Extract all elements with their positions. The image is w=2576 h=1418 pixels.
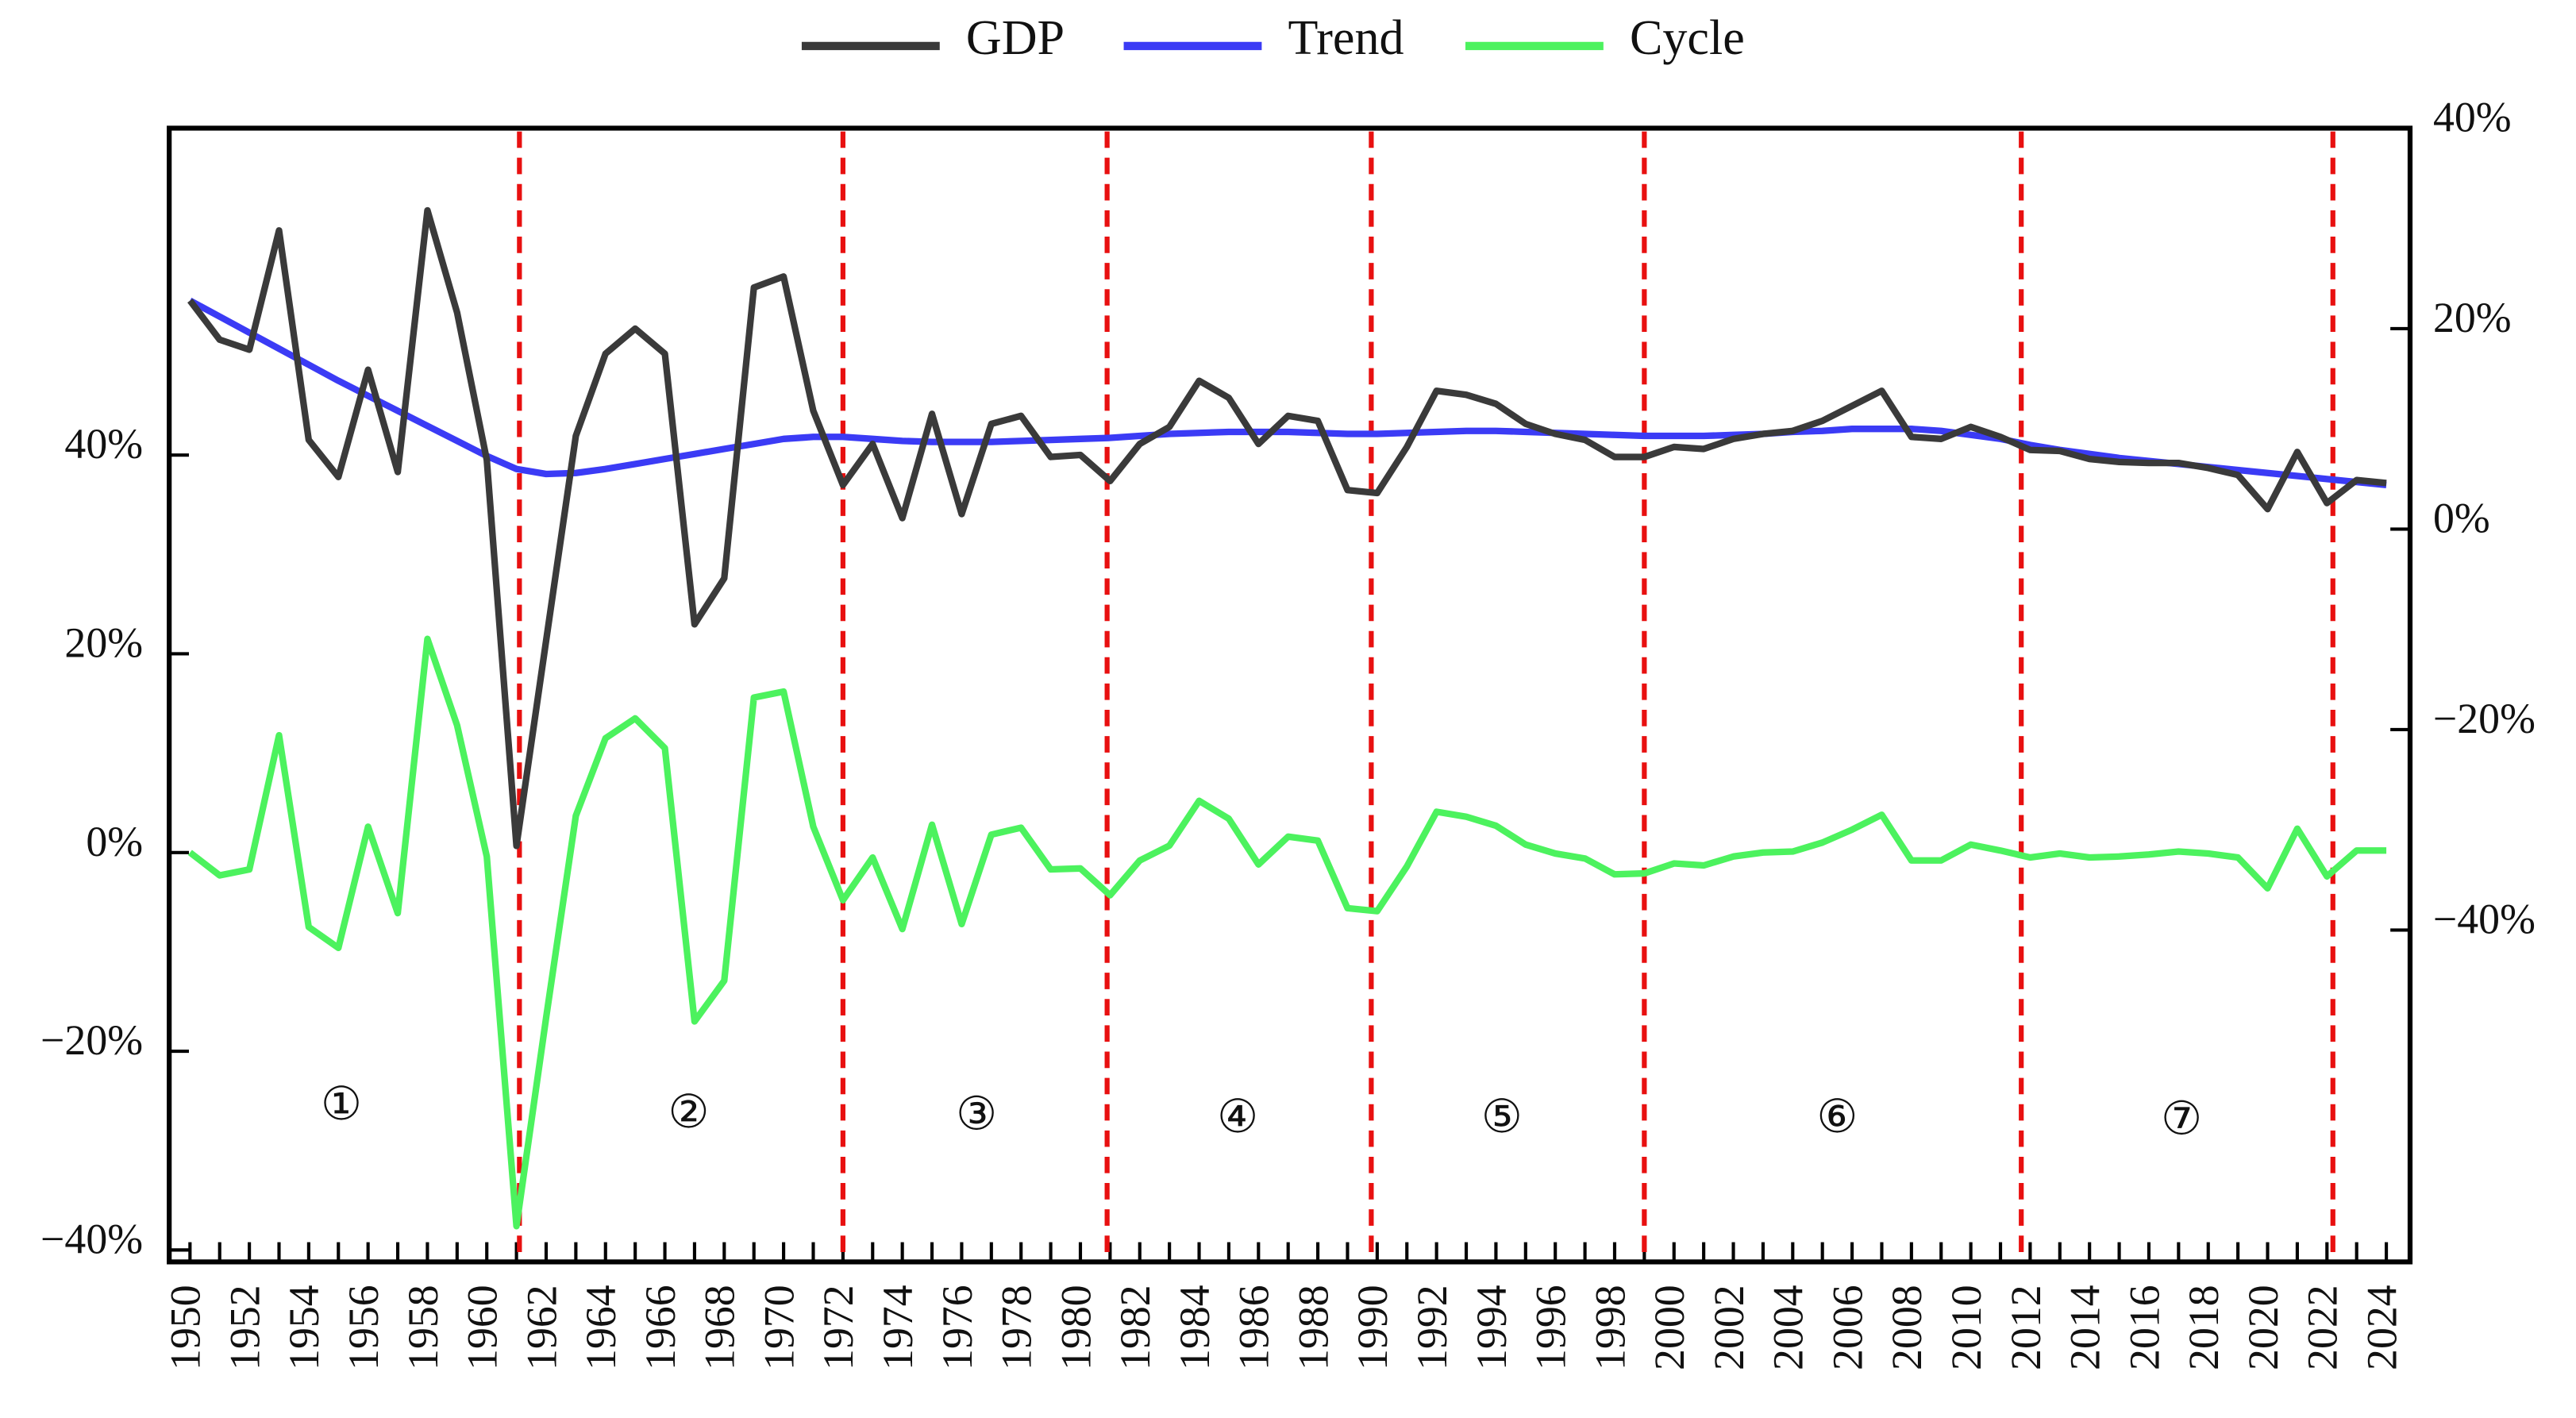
- x-tick-label: 2022: [2299, 1285, 2347, 1370]
- x-tick-label: 1980: [1052, 1285, 1099, 1370]
- x-tick-label: 2012: [2002, 1285, 2050, 1370]
- x-tick-label: 1986: [1230, 1285, 1278, 1370]
- x-tick-label: 2002: [1705, 1285, 1753, 1370]
- period-label: ⑦: [2161, 1093, 2202, 1145]
- x-tick-label: 1952: [221, 1285, 268, 1370]
- x-tick-label: 2024: [2358, 1285, 2405, 1370]
- x-tick-label: 1984: [1171, 1285, 1219, 1370]
- y2-tick-label: 0%: [2433, 495, 2490, 542]
- y-tick-label: 40%: [64, 420, 143, 468]
- x-tick-label: 1982: [1111, 1285, 1159, 1370]
- legend-label: Cycle: [1630, 11, 1745, 65]
- y2-tick-label: 40%: [2433, 93, 2512, 141]
- x-tick-label: 1954: [280, 1285, 328, 1370]
- x-tick-label: 1966: [637, 1285, 684, 1370]
- x-tick-label: 1996: [1527, 1285, 1575, 1370]
- x-tick-label: 2004: [1765, 1285, 1812, 1370]
- x-tick-label: 1964: [577, 1285, 625, 1370]
- x-tick-label: 1950: [162, 1285, 210, 1370]
- x-tick-label: 1990: [1349, 1285, 1396, 1370]
- legend-label: Trend: [1288, 11, 1404, 65]
- x-tick-label: 2018: [2180, 1285, 2228, 1370]
- x-tick-label: 2016: [2120, 1285, 2168, 1370]
- x-tick-label: 2000: [1646, 1285, 1693, 1370]
- x-tick-label: 2010: [1943, 1285, 1990, 1370]
- x-tick-label: 1978: [993, 1285, 1041, 1370]
- series-line: [187, 206, 2387, 850]
- x-tick-label: 2006: [1823, 1285, 1871, 1370]
- y-tick-label: −40%: [40, 1215, 143, 1262]
- x-tick-label: 2020: [2239, 1285, 2287, 1370]
- x-tick-label: 1988: [1289, 1285, 1337, 1370]
- x-tick-label: 1968: [696, 1285, 744, 1370]
- period-label: ①: [321, 1078, 362, 1130]
- y-tick-label: −20%: [40, 1016, 143, 1064]
- x-tick-label: 1958: [399, 1285, 447, 1370]
- x-tick-label: 1992: [1408, 1285, 1456, 1370]
- x-tick-label: 1972: [814, 1285, 862, 1370]
- period-label: ②: [668, 1086, 709, 1138]
- x-tick-label: 1956: [340, 1285, 387, 1370]
- x-tick-label: 2014: [2062, 1285, 2109, 1370]
- legend-label: GDP: [966, 11, 1065, 65]
- plot-frame: [167, 125, 2413, 1265]
- period-label: ④: [1217, 1091, 1258, 1142]
- x-tick-label: 1960: [459, 1285, 506, 1370]
- y-tick-label: 0%: [86, 818, 143, 865]
- y2-tick-label: 20%: [2433, 294, 2512, 341]
- x-tick-label: 1976: [934, 1285, 981, 1370]
- x-tick-label: 1994: [1468, 1285, 1515, 1370]
- period-label: ⑤: [1481, 1091, 1523, 1142]
- y2-tick-label: −40%: [2433, 896, 2536, 943]
- series-line: [187, 635, 2387, 1230]
- period-label: ⑥: [1816, 1091, 1858, 1142]
- period-label: ③: [956, 1088, 997, 1139]
- y2-tick-label: −20%: [2433, 695, 2536, 742]
- y-tick-label: 20%: [64, 619, 143, 667]
- x-tick-label: 1998: [1586, 1285, 1634, 1370]
- x-tick-label: 1970: [755, 1285, 803, 1370]
- x-tick-label: 1962: [518, 1285, 565, 1370]
- x-tick-label: 1974: [874, 1285, 922, 1370]
- x-tick-label: 2008: [1883, 1285, 1931, 1370]
